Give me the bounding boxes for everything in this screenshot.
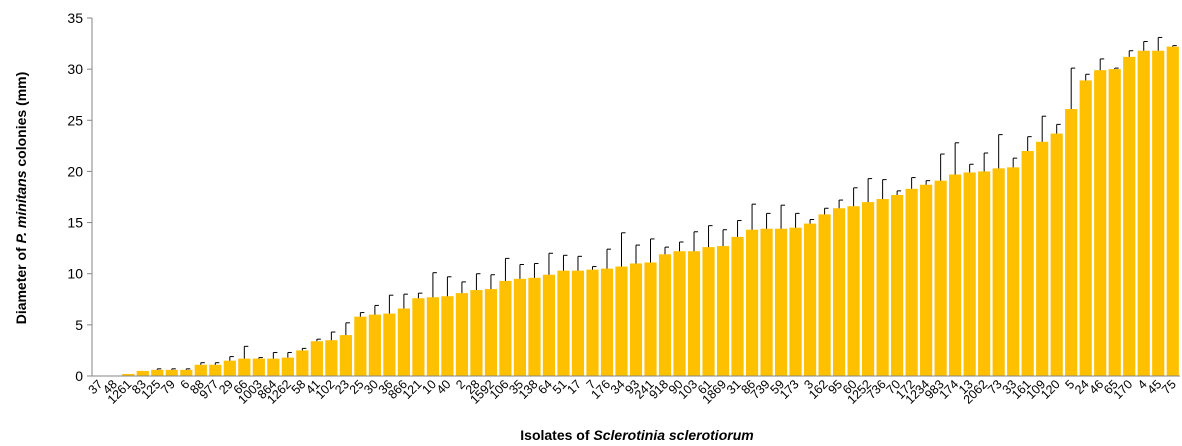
- x-tick-label: 79: [158, 377, 178, 397]
- bar: [180, 369, 193, 376]
- bar: [978, 171, 991, 376]
- bar: [470, 290, 483, 376]
- bar: [354, 316, 367, 376]
- bar: [1152, 50, 1165, 376]
- bar: [151, 369, 164, 376]
- bar: [876, 199, 889, 376]
- bar: [542, 274, 556, 376]
- bar: [194, 364, 207, 376]
- bar: [702, 247, 715, 376]
- bar: [731, 236, 744, 376]
- bar: [209, 364, 222, 376]
- bar: [441, 296, 454, 376]
- bar: [745, 229, 759, 376]
- y-tick-label: 15: [67, 215, 83, 231]
- bar: [339, 335, 352, 376]
- bar: [818, 214, 831, 376]
- bar: [1094, 70, 1107, 376]
- y-tick-label: 35: [67, 10, 83, 26]
- bar: [949, 174, 962, 376]
- bar: [963, 172, 976, 376]
- bar: [644, 262, 657, 376]
- x-tick-label: 17: [564, 377, 584, 397]
- y-tick-label: 20: [67, 163, 83, 179]
- bar: [673, 251, 686, 376]
- bar: [1079, 80, 1092, 376]
- bar: [528, 277, 541, 376]
- bar: [615, 266, 628, 376]
- bar: [1123, 56, 1136, 377]
- bar: [629, 263, 643, 376]
- bar: [600, 268, 614, 376]
- bar: [252, 358, 265, 376]
- x-tick-label: 40: [434, 377, 454, 397]
- bar: [687, 251, 701, 376]
- bar: [1065, 109, 1078, 376]
- bar: [484, 289, 498, 376]
- bar: [760, 228, 773, 376]
- bar: [716, 246, 730, 376]
- bar: [136, 370, 149, 376]
- bar: [296, 350, 309, 376]
- x-axis-label: Isolates of Sclerotinia sclerotiorum: [520, 427, 753, 443]
- bar: [310, 341, 323, 376]
- bar: [920, 184, 933, 376]
- x-tick-label: 75: [1159, 377, 1179, 397]
- y-tick-label: 0: [75, 368, 83, 384]
- bar: [513, 278, 527, 376]
- y-tick-label: 25: [67, 112, 83, 128]
- bar: [238, 358, 251, 376]
- bar: [891, 194, 904, 376]
- bar: [833, 208, 846, 376]
- bar: [557, 270, 570, 376]
- bar: [1036, 141, 1049, 376]
- bar: [368, 314, 381, 376]
- bar: [586, 269, 599, 376]
- y-tick-label: 30: [67, 61, 83, 77]
- bar: [1007, 167, 1020, 376]
- y-tick-label: 10: [67, 266, 83, 282]
- bar: [862, 202, 875, 376]
- bar: [774, 228, 788, 376]
- bar: [803, 223, 817, 376]
- y-tick-label: 5: [75, 317, 83, 333]
- bar: [412, 298, 425, 376]
- bar: [426, 297, 439, 376]
- bar: [658, 254, 672, 376]
- bar: [165, 369, 178, 376]
- bar: [397, 308, 410, 376]
- bar: [847, 206, 860, 376]
- bar: [1108, 69, 1121, 377]
- bar: [499, 280, 512, 376]
- bar: [267, 358, 280, 376]
- bar: [1166, 46, 1179, 376]
- bar: [455, 293, 469, 376]
- bar: [992, 168, 1005, 376]
- bar: [122, 373, 135, 376]
- bar: [1050, 133, 1063, 376]
- bar: [1137, 50, 1150, 376]
- bar: [223, 360, 236, 376]
- y-axis-label: Diameter of P. minitans colonies (mm): [13, 72, 29, 325]
- bar: [1021, 150, 1034, 376]
- bar: [383, 313, 396, 376]
- bar: [789, 227, 802, 376]
- bar: [281, 357, 294, 376]
- bar: [905, 188, 918, 376]
- bar: [325, 340, 338, 376]
- bar: [571, 270, 585, 376]
- bar: [934, 180, 947, 376]
